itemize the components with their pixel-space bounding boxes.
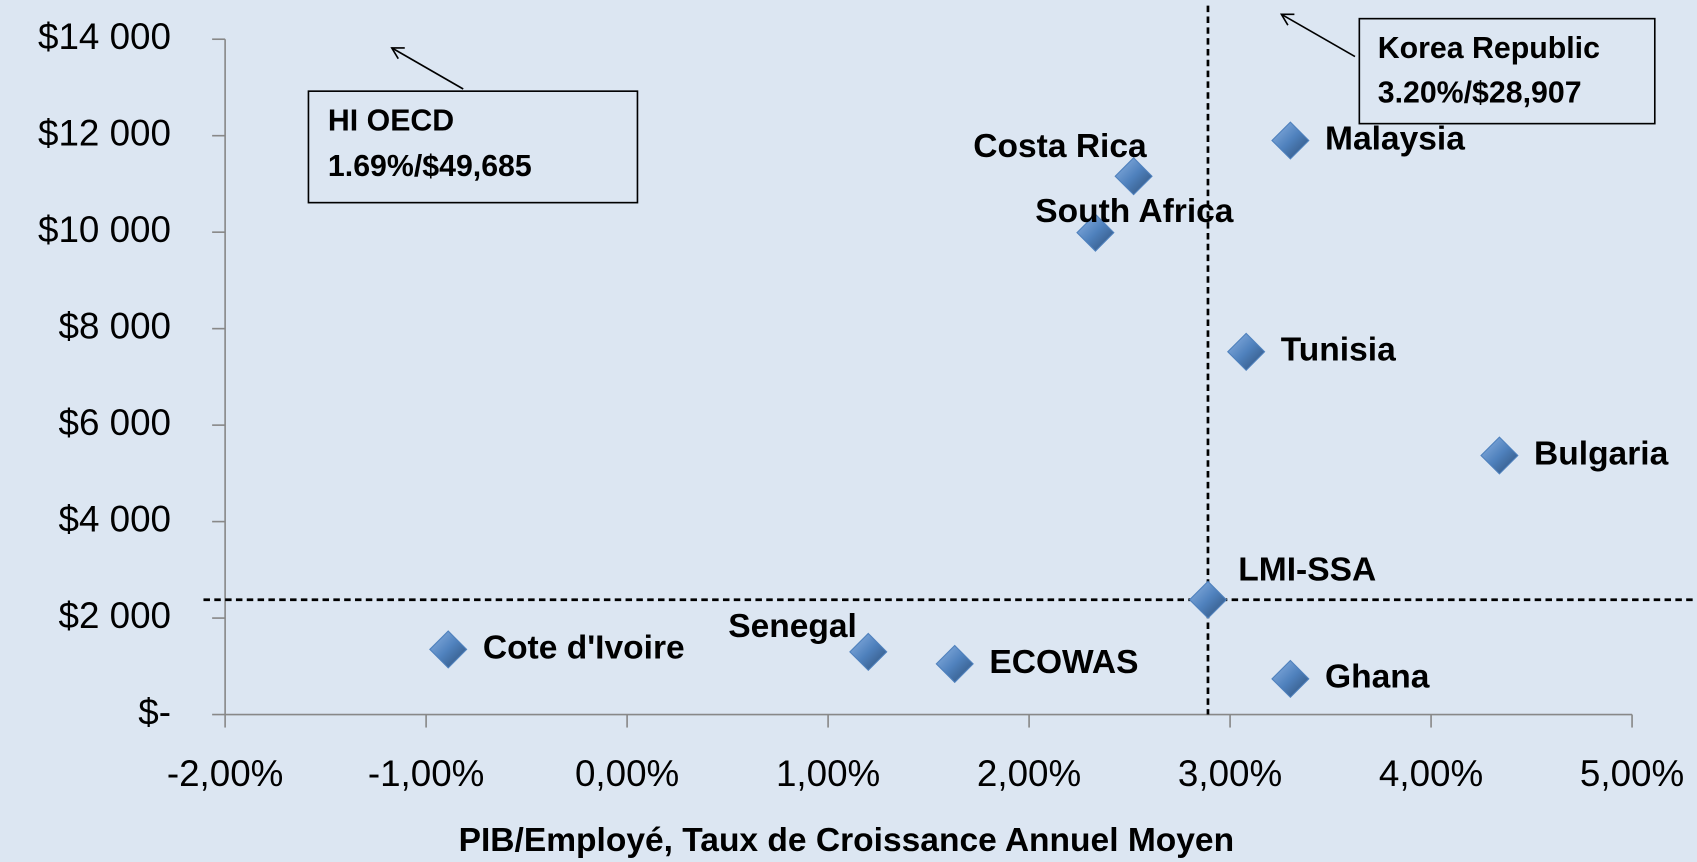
point [1271,121,1310,160]
x-tick-label: 1,00% [776,753,880,794]
annotation-arrowhead [390,47,405,60]
x-tick-label: 5,00% [1580,753,1684,794]
y-tick-label: $4 000 [58,498,171,539]
x-tick-label: 2,00% [977,753,1081,794]
y-tick-label: $6 000 [58,402,171,443]
point [1114,157,1153,196]
annotation-arrow [391,47,464,90]
annotation-box [307,90,639,204]
point-label: Malaysia [1325,120,1465,157]
annotation-arrowhead [1279,13,1295,26]
annotation-arrow [1281,13,1356,58]
point-label: LMI-SSA [1238,551,1376,588]
y-tick-label: $12 000 [38,112,171,153]
point-label: Bulgaria [1534,435,1669,472]
point [1076,213,1115,252]
point-label: Cote d'Ivoire [483,629,685,666]
point-label: Ghana [1325,659,1430,696]
point [429,630,468,669]
point [1271,659,1310,699]
point-label: Costa Rica [973,128,1147,165]
y-tick-label: $- [138,691,171,732]
x-tick-label: 3,00% [1178,753,1282,794]
x-tick-label: 4,00% [1379,753,1483,794]
point-label: South Africa [1035,193,1234,230]
annotation-text: HI OECD [328,105,454,138]
x-tick-label: 0,00% [575,753,679,794]
annotation-text: Korea Republic [1378,32,1600,65]
point-label: Tunisia [1281,332,1396,369]
point [849,632,888,672]
y-tick-label: $2 000 [58,595,171,636]
point [1226,332,1266,371]
point [1188,580,1228,619]
annotation-text: 3.20%/$28,907 [1378,76,1582,109]
y-tick-label: $8 000 [58,305,171,346]
x-axis-label: PIB/Employé, Taux de Croissance Annuel M… [459,822,1235,859]
annotation-text: 1.69%/$49,685 [328,150,532,183]
annotation-box [1358,17,1656,125]
x-tick-label: -1,00% [368,753,485,794]
point-label: ECOWAS [989,644,1138,681]
y-tick-label: $14 000 [38,16,171,57]
point-label: Senegal [728,608,857,645]
point [1480,436,1519,475]
x-tick-label: -2,00% [167,753,284,794]
point [935,644,974,684]
y-tick-label: $10 000 [38,209,171,250]
